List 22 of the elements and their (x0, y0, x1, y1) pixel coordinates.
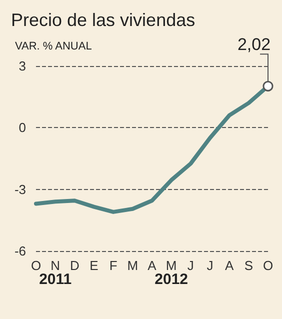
chart-title: Precio de las viviendas (11, 10, 196, 30)
x-tick-label: O (30, 258, 42, 273)
x-tick-label: D (70, 258, 80, 273)
x-tick-label: F (109, 258, 118, 273)
y-tick-label: 0 (18, 120, 26, 136)
x-tick-label: N (50, 258, 60, 273)
y-tick-label: -3 (14, 182, 26, 197)
data-label: 2,02 (237, 34, 271, 54)
text: 2011 (39, 271, 72, 288)
x-tick-label: O (262, 258, 274, 273)
x-tick-label: S (244, 258, 254, 273)
x-tick-label: A (148, 258, 157, 273)
x-tick-label: E (90, 258, 99, 273)
x-tick-label: M (127, 258, 138, 273)
x-tick-label: J (206, 258, 214, 273)
x-tick-label: A (224, 258, 234, 273)
x-tick-label: M (166, 258, 177, 273)
y-tick-label: -6 (14, 244, 26, 258)
chart-subtitle: VAR. % ANUAL (15, 40, 92, 52)
y-tick-label: 3 (18, 58, 26, 74)
text: 2012 (154, 271, 188, 288)
x-tick-label: J (187, 258, 194, 273)
